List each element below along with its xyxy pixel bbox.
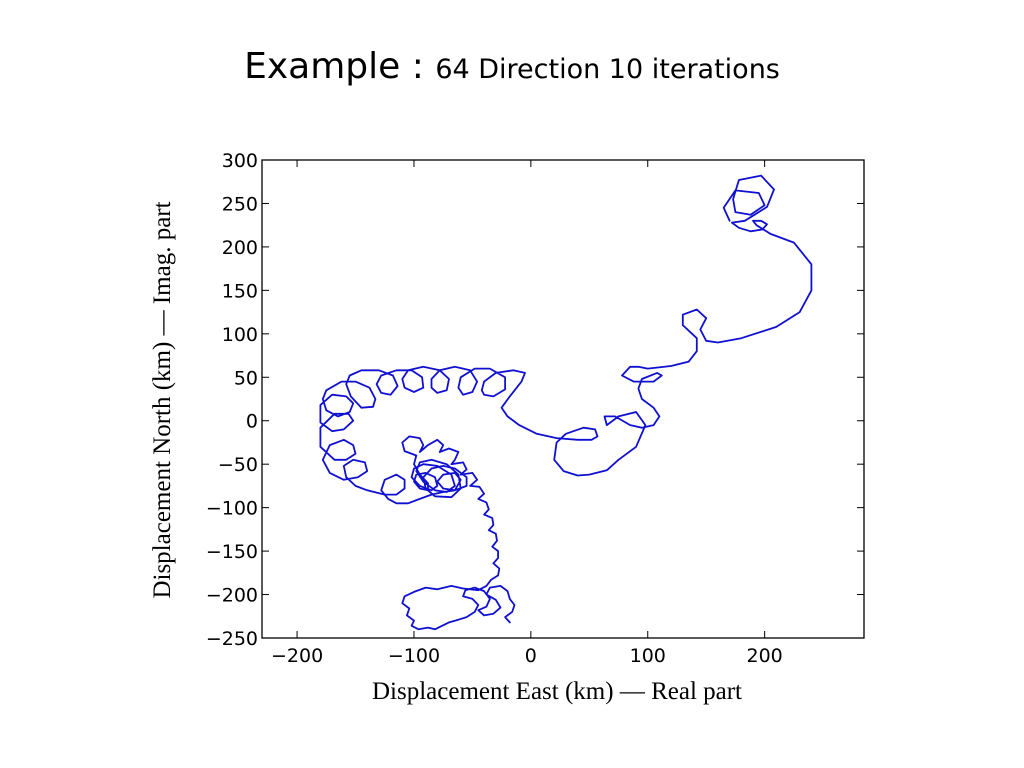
axis-ticks: −200 −100 0 100 200 −250 −200 −150 −100 −50 0 50 100… <box>206 150 864 667</box>
y-tick-label: −250 <box>206 628 258 650</box>
x-tick-label: 100 <box>630 645 666 667</box>
y-tick-label: −150 <box>206 541 258 563</box>
y-tick-label: −100 <box>206 498 258 520</box>
title-main: Example : <box>244 46 436 87</box>
y-axis-label: Displacement North (km) — Imag. part <box>149 201 176 598</box>
x-tick-label: −200 <box>271 645 323 667</box>
title-sub: 64 Direction 10 iterations <box>435 54 780 85</box>
x-tick-label: −100 <box>388 645 440 667</box>
y-tick-label: 100 <box>222 324 258 346</box>
y-tick-label: 50 <box>234 367 258 389</box>
x-tick-label: 0 <box>525 645 537 667</box>
y-tick-label: 250 <box>222 193 258 215</box>
plot-frame <box>261 159 865 639</box>
series-line <box>319 174 813 631</box>
slide-title: Example : 64 Direction 10 iterations <box>0 46 1024 87</box>
y-tick-label: 300 <box>222 150 258 172</box>
y-tick-label: −200 <box>206 585 258 607</box>
y-tick-label: −50 <box>218 454 258 476</box>
y-tick-label: 150 <box>222 280 258 302</box>
x-axis-label: Displacement East (km) — Real part <box>372 678 742 705</box>
x-tick-label: 200 <box>747 645 783 667</box>
y-tick-label: 0 <box>246 411 258 433</box>
y-tick-label: 200 <box>222 237 258 259</box>
